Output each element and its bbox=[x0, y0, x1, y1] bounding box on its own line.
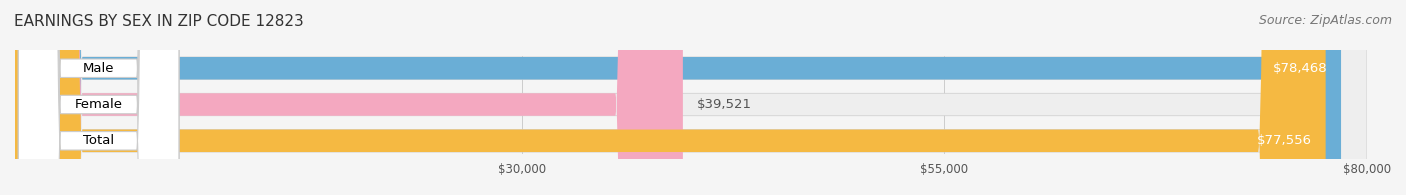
FancyBboxPatch shape bbox=[15, 0, 683, 195]
Text: $39,521: $39,521 bbox=[696, 98, 751, 111]
FancyBboxPatch shape bbox=[15, 0, 1341, 195]
FancyBboxPatch shape bbox=[18, 0, 179, 195]
Text: EARNINGS BY SEX IN ZIP CODE 12823: EARNINGS BY SEX IN ZIP CODE 12823 bbox=[14, 14, 304, 29]
Text: Total: Total bbox=[83, 134, 114, 147]
Text: Female: Female bbox=[75, 98, 122, 111]
FancyBboxPatch shape bbox=[18, 0, 179, 195]
FancyBboxPatch shape bbox=[15, 0, 1326, 195]
FancyBboxPatch shape bbox=[18, 0, 179, 195]
Text: $78,468: $78,468 bbox=[1272, 62, 1327, 75]
Text: $77,556: $77,556 bbox=[1257, 134, 1312, 147]
FancyBboxPatch shape bbox=[15, 0, 1367, 195]
FancyBboxPatch shape bbox=[15, 0, 1367, 195]
FancyBboxPatch shape bbox=[15, 0, 1367, 195]
Text: Source: ZipAtlas.com: Source: ZipAtlas.com bbox=[1258, 14, 1392, 27]
Text: Male: Male bbox=[83, 62, 114, 75]
